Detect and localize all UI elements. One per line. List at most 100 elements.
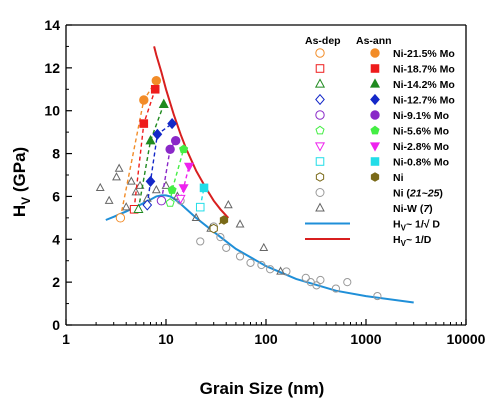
- legend-marker-ann-ni-9-1-mo: [370, 110, 380, 120]
- legend-label-ni-5-6-mo: Ni-5.6% Mo: [393, 126, 449, 138]
- x-tick-label: 1000: [350, 331, 381, 347]
- legend-marker-dep-ni-14-2-mo: [314, 78, 326, 88]
- legend-label-fit-hv-1-d: HV~ 1/D: [393, 234, 432, 248]
- data-point-ni-21-25: [373, 291, 382, 301]
- connector-ni-12-7-mo: [146, 123, 173, 206]
- data-point-dep-ni-5-6-mo: [165, 198, 175, 207]
- data-point-ann-ni-5-6-mo: [179, 144, 189, 154]
- legend-marker-dep-ni-2-8-mo: [314, 142, 326, 152]
- legend-marker-ni-w-7: [315, 202, 325, 212]
- legend-marker-ann-ni-21-5-mo: [370, 48, 380, 58]
- connector-ni-2-8-mo: [179, 166, 190, 199]
- data-point-ann-ni-2-8-mo: [178, 184, 189, 194]
- data-point-ni-w-7: [276, 266, 286, 275]
- y-tick-label: 6: [52, 188, 60, 204]
- data-point-ni-21-25: [331, 284, 340, 293]
- axes: 1 10 100 1000 10000 0 2 4 6 8 10 12 14: [44, 17, 485, 347]
- x-tick-label: 100: [254, 331, 278, 347]
- data-point-ann-ni: [219, 215, 229, 225]
- data-point-ni-w-7: [135, 180, 145, 189]
- y-tick-label: 4: [52, 231, 60, 247]
- legend-marker-ann-ni-5-6-mo: [370, 125, 380, 135]
- legend-marker-ann-ni-0-8-mo: [370, 157, 380, 166]
- data-point-ann-ni-12-7-mo: [152, 128, 163, 140]
- data-point-ni-w-7: [151, 184, 161, 194]
- data-point-ann-ni-14-2-mo: [158, 98, 169, 108]
- data-point-ni-21-25: [316, 275, 325, 285]
- legend-marker-dep-ni-5-6-mo: [315, 125, 325, 135]
- legend-label-ni-w-7: Ni-W (7): [393, 203, 433, 215]
- legend-label-ni-0-8-mo: Ni-0.8% Mo: [393, 157, 449, 169]
- legend-header-as-dep: As-dep: [305, 35, 341, 47]
- data-point-ann-ni-5-6-mo: [167, 185, 177, 194]
- data-point-ni-w-7: [95, 182, 105, 192]
- legend-marker-ann-ni-2-8-mo: [369, 142, 381, 152]
- y-axis-title-unit: (GPa): [10, 147, 29, 197]
- y-tick-label: 0: [52, 317, 60, 333]
- x-tick-label: 10: [158, 331, 174, 347]
- data-point-ann-ni-9-1-mo: [165, 144, 175, 154]
- legend-marker-dep-ni-12-7-mo: [315, 93, 325, 106]
- legend-header-as-ann: As-ann: [356, 35, 392, 47]
- data-point-ni-21-25: [257, 260, 266, 270]
- legend-marker-ann-ni-18-7-mo: [370, 64, 380, 73]
- x-tick-label: 10000: [447, 331, 486, 347]
- data-point-dep-ni-9-1-mo: [156, 196, 167, 206]
- data-point-ni-w-7: [259, 242, 269, 252]
- y-tick-label: 14: [44, 17, 60, 33]
- fit-curve-hv-1-d: [105, 194, 414, 304]
- data-point-ann-ni-18-7-mo: [139, 119, 149, 128]
- data-point-ni-w-7: [126, 176, 136, 185]
- data-point-ni-w-7: [235, 219, 245, 228]
- y-axis-title-subscript: V: [19, 197, 33, 205]
- data-point-ann-ni-9-1-mo: [170, 136, 181, 146]
- data-point-ann-ni-14-2-mo: [145, 135, 156, 145]
- y-tick-label: 2: [52, 274, 60, 290]
- data-point-ann-ni-2-8-mo: [184, 162, 195, 173]
- legend-marker-dep-ni-21-5-mo: [315, 48, 325, 58]
- legend-label-fit-hv-1-d: HV~ 1/√ D: [393, 219, 440, 233]
- data-point-dep-ni-0-8-mo: [195, 202, 205, 212]
- legend-marker-dep-ni: [315, 172, 325, 182]
- data-point-ann-ni-21-5-mo: [151, 76, 162, 86]
- data-point-ni-w-7: [191, 212, 201, 222]
- fit-curve-hv-1-d: [153, 46, 230, 219]
- legend-label-ni-21-25: Ni (21~25): [393, 188, 443, 200]
- legend-marker-ann-ni-14-2-mo: [369, 78, 381, 88]
- data-point-ni-21-25: [196, 237, 205, 246]
- connector-ni-14-2-mo: [137, 104, 165, 210]
- data-point-dep-ni-14-2-mo: [133, 203, 144, 213]
- data-point-ann-ni-12-7-mo: [167, 117, 177, 130]
- data-point-ann-ni-12-7-mo: [145, 175, 156, 188]
- data-point-ni-w-7: [114, 163, 124, 172]
- data-point-dep-ni-2-8-mo: [175, 194, 186, 205]
- x-axis-title: Grain Size (nm): [200, 379, 325, 398]
- data-point-dep-ni-12-7-mo: [142, 199, 153, 211]
- legend-marker-dep-ni-9-1-mo: [315, 110, 325, 120]
- data-point-ni-21-25: [246, 258, 255, 267]
- legend-marker-ann-ni-12-7-mo: [370, 93, 380, 106]
- data-point-ann-ni-21-5-mo: [139, 95, 149, 105]
- legend-label-ni-21-5-mo: Ni-21.5% Mo: [393, 48, 455, 60]
- data-point-dep-ni-21-5-mo: [115, 213, 126, 223]
- legend-marker-ann-ni: [370, 172, 380, 182]
- legend: As-dep As-ann Ni-21.5% Mo Ni-18.7% Mo Ni-1…: [305, 35, 455, 248]
- legend-label-ni-14-2-mo: Ni-14.2% Mo: [393, 79, 455, 91]
- y-tick-label: 10: [44, 103, 60, 119]
- legend-label-ni-12-7-mo: Ni-12.7% Mo: [393, 95, 455, 107]
- data-point-ni-w-7: [121, 202, 131, 211]
- data-point-ni-21-25: [343, 278, 352, 287]
- plot-area: [95, 46, 414, 304]
- y-tick-label: 8: [52, 146, 60, 162]
- data-point-ann-ni-18-7-mo: [150, 85, 160, 94]
- data-point-dep-ni: [209, 223, 218, 234]
- data-point-ni-21-25: [312, 281, 321, 290]
- legend-marker-ni-21-25: [315, 188, 325, 197]
- legend-label-ni-9-1-mo: Ni-9.1% Mo: [393, 110, 449, 122]
- legend-label-ni-18-7-mo: Ni-18.7% Mo: [393, 64, 455, 76]
- legend-marker-dep-ni-18-7-mo: [315, 64, 325, 73]
- data-point-ni-21-25: [222, 243, 231, 252]
- connector-ni-21-5-mo: [119, 80, 157, 219]
- data-point-ni-21-25: [235, 252, 245, 261]
